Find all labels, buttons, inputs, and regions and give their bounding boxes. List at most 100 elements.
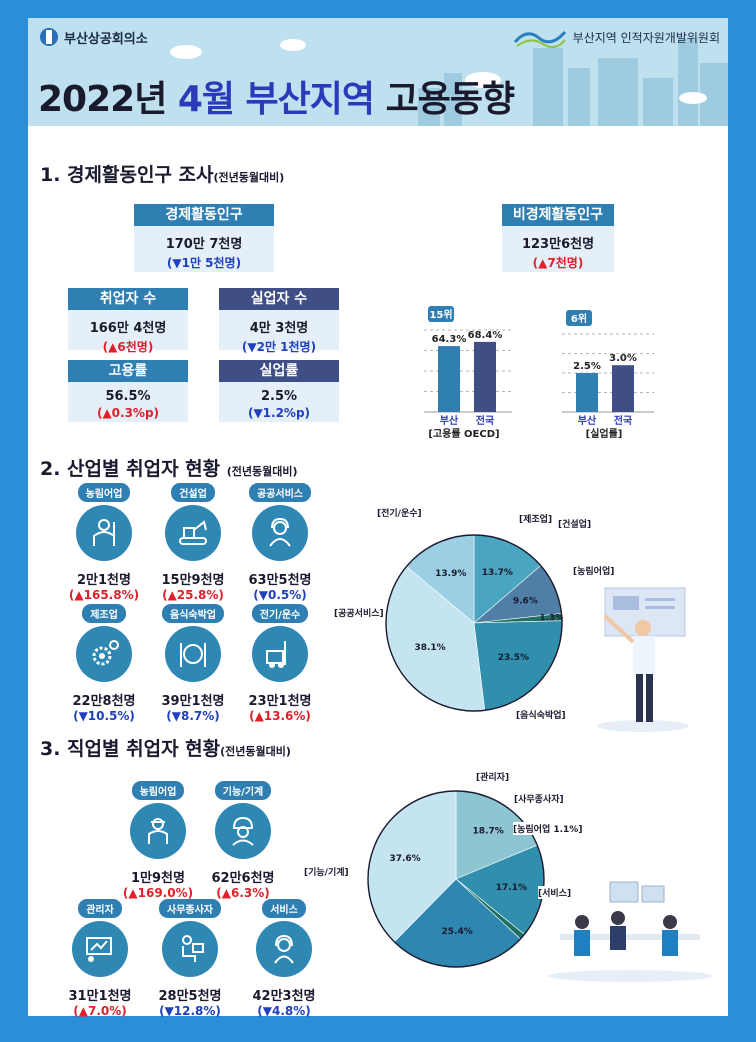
farmer-icon [130,803,186,859]
unemp-rate-box: 실업률 2.5% (▼1.2%p) [219,360,339,422]
bar-category-label: 전국 [614,414,632,427]
industry-value: 63만5천명 [248,573,312,588]
occupation-change: (▲6.3%) [216,886,270,900]
city-skyline [170,38,728,126]
gear-logo-icon [40,28,58,46]
employed-label: 취업자 수 [68,288,188,310]
emp-rate-label: 고용률 [68,360,188,382]
rank-badge-text: 15위 [429,308,452,321]
title-year: 2022년 [38,79,178,120]
headset-service-icon [252,505,308,561]
section1-note: (전년동월대비) [213,171,285,184]
industry-item: 전기/운수 23만1천명 (▲13.6%) [234,603,326,723]
occupation-value: 31만1천명 [68,989,132,1004]
industry-change: (▼8.7%) [166,709,220,723]
section2-title: 2. 산업별 취업자 현황 (전년동월대비) [40,454,298,481]
industry-tag: 공공서비스 [249,483,311,502]
title-suffix: 고용동향 [374,79,515,120]
title-highlight: 4월 부산지역 [177,79,375,120]
emp-rate-change: (▲0.3%p) [96,406,160,420]
hardhat-worker-icon [215,803,271,859]
unemp-rate-value: 2.5% [260,389,298,404]
occupation-change: (▲7.0%) [73,1004,127,1018]
committee-logo: 부산지역 인적자원개발위원회 [513,26,720,48]
emp-rate-bar-chart: 15위 64.3% 부산 68.4% 전국[고용률 OECD] [424,306,512,440]
employed-box: 취업자 수 166만 4천명 (▲6천명) [68,288,188,354]
emp-rate-value: 56.5% [105,389,151,404]
occupation-pie-chart: 18.7% 17.1% 25.4% 37.6% [367,790,545,968]
employed-value: 166만 4천명 [89,321,167,336]
pie-value-label: 25.4% [442,927,473,937]
bar-0 [438,346,460,412]
industry-pie-chart: 13.7% 9.6%1.3% 23.5% 38.1% 13.9% [385,534,563,712]
industry-tag: 건설업 [171,483,215,502]
section2-note: (전년동월대비) [226,465,298,478]
occupation-change: (▲169.0%) [122,886,194,900]
nonecon-value: 123만6천명 [521,237,595,252]
occupation-change: (▼4.8%) [257,1004,311,1018]
occupation-tag: 서비스 [262,899,306,918]
industry-item: 농림어업 2만1천명 (▲165.8%) [58,482,150,602]
office-worker-icon [162,921,218,977]
occupation-change: (▼12.8%) [159,1004,221,1018]
occupation-tag: 기능/기계 [214,781,272,800]
industry-change: (▼10.5%) [73,709,135,723]
pie-category-label: [기능/기계] [304,865,349,878]
section1-heading: 1. 경제활동인구 조사 [40,164,214,186]
forklift-icon [252,626,308,682]
econ-box: 경제활동인구 170만 7천명 (▼1만 5천명) [134,204,274,272]
pie-value-label: 1.3% [539,614,563,624]
unemployed-value: 4만 3천명 [249,321,309,336]
industry-value: 15만9천명 [161,573,225,588]
industry-change: (▼0.5%) [253,588,307,602]
industry-tag: 전기/운수 [251,604,309,623]
bar-axis-title: [실업률] [586,427,623,440]
occupation-value: 1만9천명 [131,871,185,886]
unemployed-label: 실업자 수 [219,288,339,310]
wave-logo-icon [513,30,566,48]
occupation-tag: 농림어업 [131,781,185,800]
unemp-rate-change: (▼1.2%p) [247,406,311,420]
section3-note: (전년동월대비) [220,745,291,758]
econ-label: 경제활동인구 [134,204,274,226]
industry-item: 건설업 15만9천명 (▲25.8%) [147,482,239,602]
chamber-name: 부산상공회의소 [64,31,148,47]
farmer-icon [76,505,132,561]
pie-category-label: [서비스] [538,886,572,899]
econ-value: 170만 7천명 [165,237,243,252]
rank-badge [566,310,592,326]
pie-category-label: [사무종사자] [514,792,564,805]
committee-name: 부산지역 인적자원개발위원회 [572,30,720,45]
pie-value-label: 13.9% [435,569,466,579]
industry-change: (▲25.8%) [162,588,224,602]
industry-tag: 제조업 [82,604,126,623]
pie-slice-3 [473,620,563,711]
pie-outline [367,790,545,968]
industry-value: 2만1천명 [77,573,131,588]
bar-0 [576,373,598,412]
econ-change: (▼1만 5천명) [166,256,242,270]
pie-value-label: 37.6% [389,854,420,864]
content-panel: 1. 경제활동인구 조사(전년동월대비) 경제활동인구 170만 7천명 (▼1… [28,126,728,1018]
pie-category-label: [건설업] [558,517,592,530]
occupation-value: 62만6천명 [211,871,275,886]
bar-value-label: 2.5% [573,361,601,372]
pie-value-label: 13.7% [482,568,513,578]
pie-value-label: 17.1% [496,883,527,893]
occupation-tag: 관리자 [78,899,122,918]
unemployed-change: (▼2만 1천명) [241,340,317,354]
industry-tag: 농림어업 [77,483,131,502]
industry-item: 제조업 22만8천명 (▼10.5%) [58,603,150,723]
unemp-rate-bar-chart: 6위 2.5% 부산 3.0% 전국[실업률] [562,310,654,440]
nonecon-box: 비경제활동인구 123만6천명 (▲7천명) [502,204,614,272]
pie-value-label: 23.5% [498,653,529,663]
presentation-manager-icon [72,921,128,977]
page-title: 2022년 4월 부산지역 고용동향 [38,70,515,122]
occupation-item: 농림어업 1만9천명 (▲169.0%) [112,780,204,900]
pie-category-label: [농림어업] [573,564,615,577]
section1-title: 1. 경제활동인구 조사(전년동월대비) [40,160,284,187]
chamber-logo: 부산상공회의소 [38,26,148,48]
section3-title: 3. 직업별 취업자 현황(전년동월대비) [40,734,291,761]
bar-category-label: 전국 [476,414,494,427]
pie-category-label: [공공서비스] [334,606,384,619]
